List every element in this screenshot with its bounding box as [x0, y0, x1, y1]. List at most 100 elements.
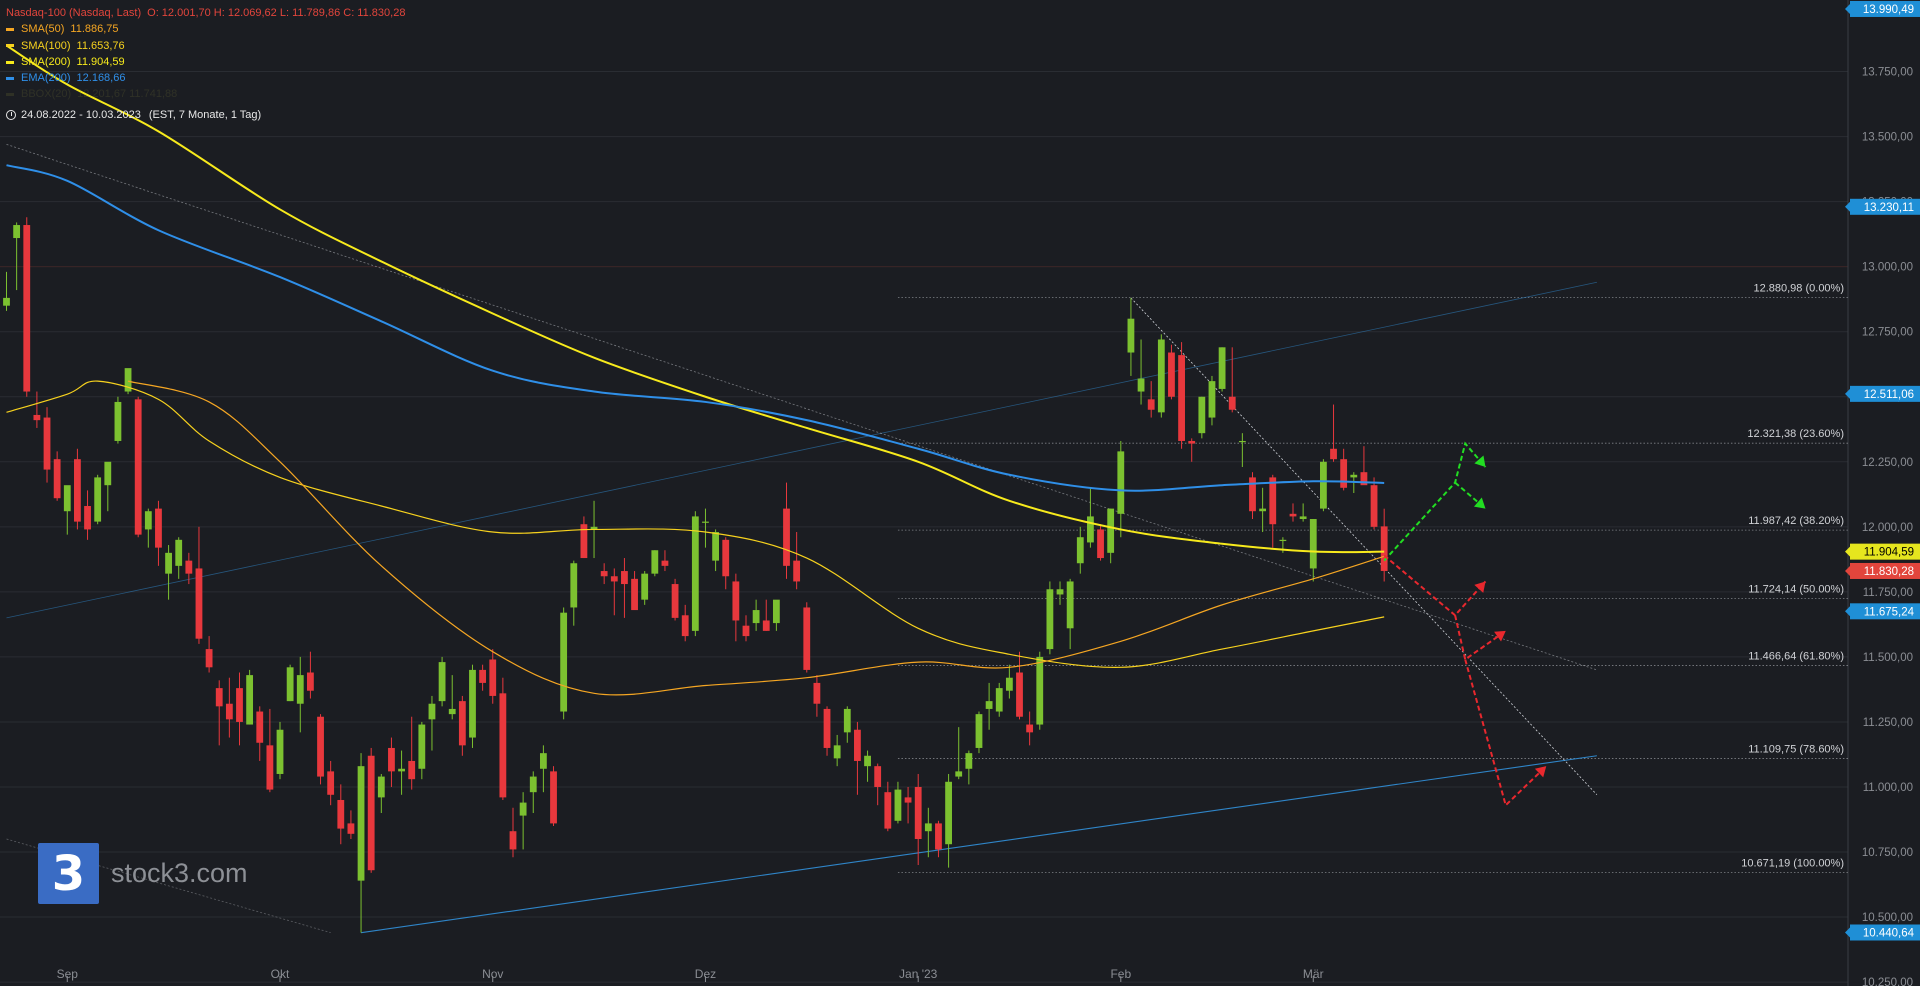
price-tag[interactable]: 13.230,11 [1845, 198, 1920, 215]
candle[interactable] [854, 721, 861, 795]
candle[interactable] [833, 734, 841, 767]
candle[interactable] [1097, 524, 1104, 561]
candle[interactable] [955, 727, 963, 780]
candle[interactable] [1127, 297, 1135, 376]
candle[interactable] [1076, 526, 1084, 574]
candle[interactable] [327, 760, 335, 806]
candle[interactable] [610, 568, 618, 616]
candle[interactable] [1107, 508, 1115, 564]
candle[interactable] [1117, 440, 1125, 538]
candle[interactable] [1026, 711, 1034, 746]
candle[interactable] [1147, 381, 1155, 418]
candle[interactable] [1370, 477, 1378, 530]
candle[interactable] [1238, 433, 1246, 467]
candle[interactable] [621, 558, 628, 618]
candle[interactable] [550, 766, 557, 827]
candle[interactable] [23, 217, 31, 397]
candle[interactable] [631, 571, 638, 611]
candle[interactable] [408, 716, 416, 790]
candle[interactable] [1188, 438, 1196, 462]
candle[interactable] [499, 677, 507, 800]
candle[interactable] [1208, 375, 1216, 426]
price-tag[interactable]: 11.904,59 [1845, 543, 1920, 560]
price-tag[interactable]: 10.440,64 [1845, 924, 1920, 941]
candle[interactable] [1330, 404, 1337, 462]
candle[interactable] [1066, 578, 1074, 650]
candle[interactable] [935, 820, 942, 858]
candle[interactable] [266, 708, 274, 793]
candle[interactable] [256, 706, 264, 761]
candle[interactable] [793, 532, 801, 590]
instrument-title[interactable]: Nasdaq-100 (Nasdaq, Last) [6, 7, 142, 19]
candle[interactable] [134, 396, 142, 538]
candle[interactable] [307, 651, 314, 699]
candle[interactable] [509, 807, 517, 858]
candle[interactable] [104, 461, 112, 512]
candle[interactable] [479, 664, 487, 691]
candle[interactable] [43, 407, 51, 483]
candle[interactable] [1056, 581, 1064, 605]
legend-indicator-sma-100[interactable]: SMA(100) 11.653,76 [6, 38, 405, 54]
candle[interactable] [570, 560, 578, 626]
candle[interactable] [772, 599, 780, 631]
candle[interactable] [752, 599, 760, 631]
candle[interactable] [641, 571, 649, 605]
candle[interactable] [1218, 347, 1226, 392]
candle[interactable] [53, 451, 61, 501]
candle[interactable] [114, 396, 122, 444]
candle[interactable] [1340, 448, 1348, 491]
price-tag[interactable]: 11.830,28 [1845, 562, 1920, 579]
candle[interactable] [874, 763, 882, 806]
price-tag[interactable]: 11.675,24 [1845, 603, 1920, 620]
candle[interactable] [175, 537, 183, 579]
candle[interactable] [1309, 519, 1317, 582]
candle[interactable] [215, 680, 223, 746]
candle[interactable] [1178, 342, 1185, 449]
ma-line-sma-50[interactable] [127, 380, 1385, 696]
candle[interactable] [712, 529, 719, 572]
candle[interactable] [924, 807, 932, 858]
candle[interactable] [296, 656, 304, 733]
candle[interactable] [1269, 474, 1277, 548]
legend-indicator-ema-200[interactable]: EMA(200) 12.168,66 [6, 70, 405, 86]
candle[interactable] [33, 391, 41, 428]
price-tag[interactable]: 12.511,06 [1845, 385, 1920, 402]
candle[interactable] [1137, 339, 1145, 405]
candle[interactable] [1228, 347, 1236, 413]
candle[interactable] [13, 222, 21, 291]
candle[interactable] [246, 669, 254, 725]
candle[interactable] [155, 500, 162, 566]
candle[interactable] [195, 526, 203, 644]
trendline[interactable] [6, 144, 1598, 671]
candle[interactable] [377, 773, 385, 813]
candle[interactable] [1087, 487, 1094, 548]
candle[interactable] [448, 675, 456, 720]
candle[interactable] [975, 711, 983, 754]
candle[interactable] [702, 508, 709, 548]
candle[interactable] [286, 664, 294, 702]
candle[interactable] [1360, 446, 1368, 486]
candle[interactable] [1320, 459, 1327, 512]
candle[interactable] [560, 607, 568, 720]
candle[interactable] [813, 675, 821, 717]
legend-indicator-bbox-20[interactable]: BBOX(20) 12.201,67 11.741,88 [6, 86, 405, 102]
candle[interactable] [1168, 344, 1175, 400]
candle[interactable] [317, 714, 324, 785]
candle[interactable] [995, 682, 1003, 717]
candle[interactable] [843, 706, 851, 743]
candle[interactable] [742, 615, 750, 642]
candle[interactable] [671, 578, 679, 621]
candle[interactable] [367, 747, 375, 873]
candle[interactable] [580, 516, 588, 559]
candle[interactable] [144, 508, 152, 548]
candle[interactable] [276, 721, 284, 780]
ma-line-sma-200[interactable] [5, 44, 1385, 554]
candle[interactable] [1259, 487, 1267, 533]
candle[interactable] [762, 599, 770, 631]
legend-indicator-sma-200[interactable]: SMA(200) 11.904,59 [6, 54, 405, 70]
candle[interactable] [185, 552, 193, 585]
candle[interactable] [1005, 664, 1013, 699]
candle[interactable] [1157, 334, 1165, 418]
candle[interactable] [965, 750, 973, 785]
